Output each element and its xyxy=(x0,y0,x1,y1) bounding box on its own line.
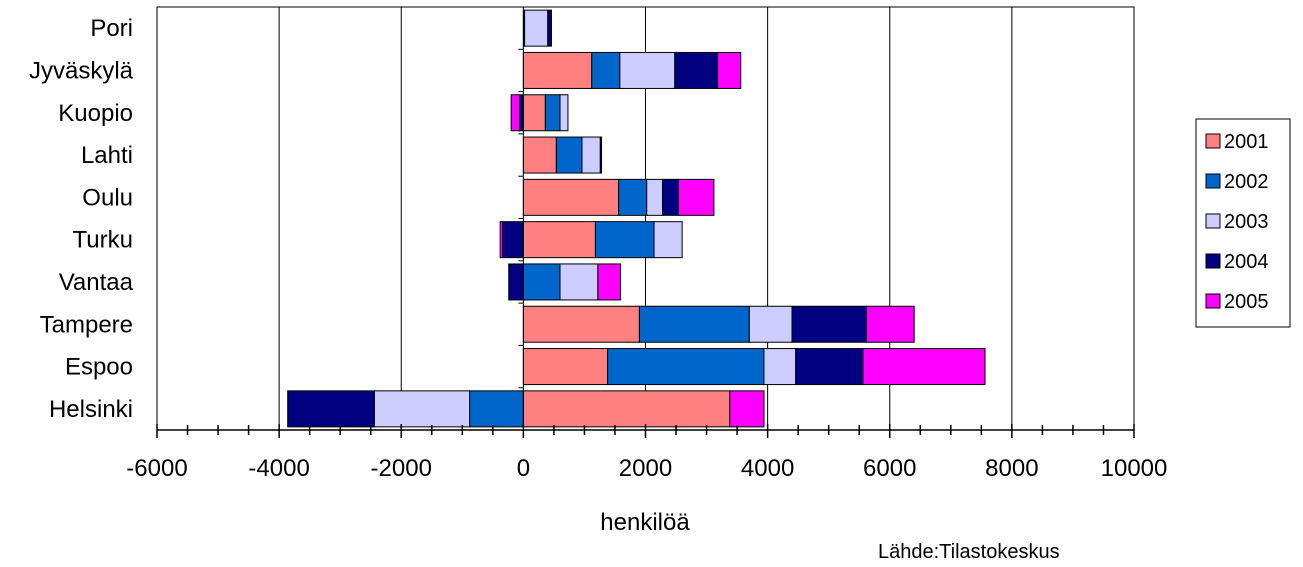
legend: 2001 2002 2003 2004 2005 xyxy=(1195,118,1291,328)
bar-espoo-2004 xyxy=(795,348,864,386)
bar-kuopio-2004 xyxy=(519,94,524,132)
legend-swatch-2004 xyxy=(1205,253,1221,269)
bar-pori-2004 xyxy=(547,9,552,47)
bars xyxy=(287,9,986,428)
category-label: Lahti xyxy=(81,142,133,169)
bar-espoo-2001 xyxy=(522,348,609,386)
bar-helsinki-2004 xyxy=(287,390,375,428)
bar-helsinki-2003 xyxy=(373,390,471,428)
bar-oulu-2002 xyxy=(618,178,648,216)
bar-tampere-2001 xyxy=(522,305,640,343)
bar-jyv-skyl--2005 xyxy=(717,51,742,89)
category-label: Vantaa xyxy=(59,269,134,296)
tick-label: -4000 xyxy=(248,455,309,482)
bar-turku-2001 xyxy=(522,221,596,259)
tick-labels: -6000 -4000 -2000 0 2000 4000 6000 8000 10000 xyxy=(126,455,1167,482)
source-note: Lähde:Tilastokeskus xyxy=(878,541,1060,563)
category-label: Kuopio xyxy=(58,100,133,127)
category-label: Pori xyxy=(90,15,133,42)
bar-espoo-2003 xyxy=(763,348,797,386)
bar-lahti-2001 xyxy=(522,136,557,174)
bar-jyv-skyl--2001 xyxy=(522,51,593,89)
bar-lahti-2004 xyxy=(599,136,603,174)
legend-swatch-2001 xyxy=(1205,133,1221,149)
x-axis-title: henkilöä xyxy=(600,509,690,536)
bar-vantaa-2004 xyxy=(508,263,524,301)
category-labels: Pori Jyväskylä Kuopio Lahti Oulu Turku Vantaa T… xyxy=(29,15,134,423)
bar-helsinki-2002 xyxy=(469,390,524,428)
legend-swatch-2005 xyxy=(1205,293,1221,309)
bar-turku-2002 xyxy=(594,221,655,259)
tick-label: -6000 xyxy=(126,455,187,482)
legend-swatch-2002 xyxy=(1205,173,1221,189)
legend-label-2004: 2004 xyxy=(1224,251,1269,273)
bar-pori-2003 xyxy=(524,9,549,47)
bar-jyv-skyl--2004 xyxy=(674,51,719,89)
bar-vantaa-2002 xyxy=(522,263,561,301)
bar-tampere-2005 xyxy=(866,305,915,343)
bar-tampere-2003 xyxy=(748,305,793,343)
bar-kuopio-2005 xyxy=(510,94,521,132)
bar-oulu-2005 xyxy=(677,178,715,216)
bar-oulu-2004 xyxy=(662,178,679,216)
bar-helsinki-2005 xyxy=(729,390,765,428)
category-label: Espoo xyxy=(65,354,133,381)
bar-kuopio-2003 xyxy=(559,94,569,132)
tick-label: 6000 xyxy=(863,455,916,482)
bar-espoo-2005 xyxy=(862,348,986,386)
category-label: Helsinki xyxy=(49,396,133,423)
tick-label: 0 xyxy=(517,455,530,482)
category-label: Tampere xyxy=(40,311,133,338)
bar-turku-2003 xyxy=(653,221,683,259)
category-label: Jyväskylä xyxy=(29,57,134,84)
bar-kuopio-2002 xyxy=(544,94,561,132)
category-label: Turku xyxy=(73,227,133,254)
bar-lahti-2003 xyxy=(581,136,601,174)
x-axis xyxy=(156,6,1135,438)
category-label: Oulu xyxy=(82,184,133,211)
bar-espoo-2002 xyxy=(607,348,765,386)
legend-swatch-2003 xyxy=(1205,213,1221,229)
tick-label: 4000 xyxy=(741,455,794,482)
bar-kuopio-2001 xyxy=(522,94,546,132)
bar-turku-2005 xyxy=(499,221,504,259)
bar-helsinki-2001 xyxy=(522,390,731,428)
bar-vantaa-2003 xyxy=(559,263,599,301)
bar-oulu-2003 xyxy=(646,178,664,216)
legend-label-2002: 2002 xyxy=(1224,171,1269,193)
legend-label-2003: 2003 xyxy=(1224,211,1269,233)
bar-jyv-skyl--2002 xyxy=(591,51,621,89)
legend-label-2005: 2005 xyxy=(1224,291,1269,313)
legend-label-2001: 2001 xyxy=(1224,131,1269,153)
tick-label: 2000 xyxy=(619,455,672,482)
bar-lahti-2002 xyxy=(555,136,583,174)
tick-label: 10000 xyxy=(1101,455,1168,482)
bar-turku-2004 xyxy=(502,221,524,259)
bar-tampere-2002 xyxy=(638,305,750,343)
bar-oulu-2001 xyxy=(522,178,620,216)
tick-label: 8000 xyxy=(985,455,1038,482)
bar-jyv-skyl--2003 xyxy=(619,51,676,89)
tick-label: -2000 xyxy=(371,455,432,482)
bar-tampere-2004 xyxy=(791,305,868,343)
bar-vantaa-2005 xyxy=(597,263,621,301)
